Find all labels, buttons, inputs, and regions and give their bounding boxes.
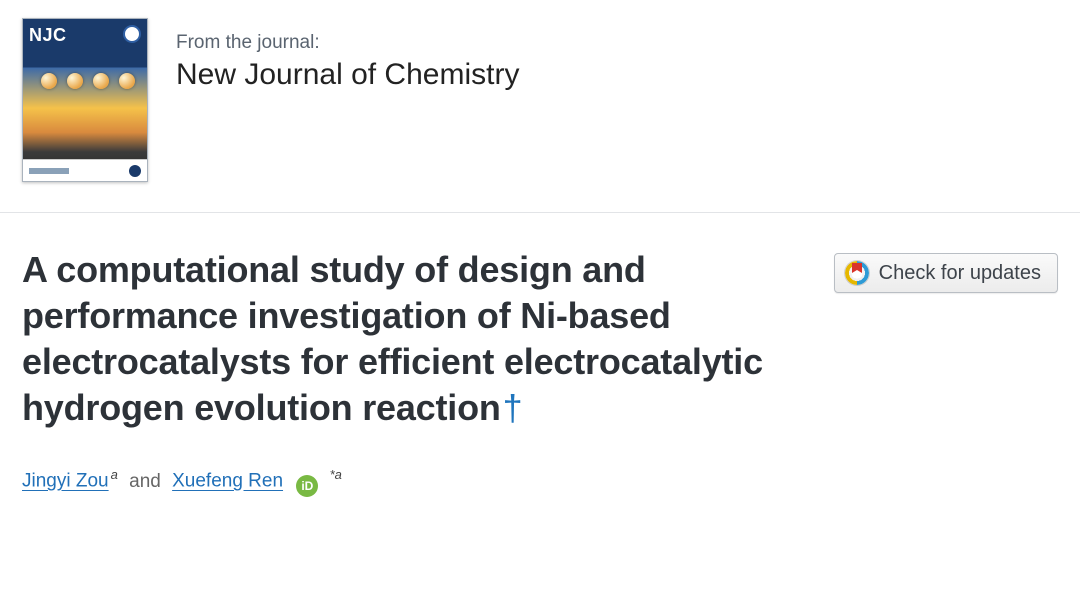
journal-header: NJC From the journal: New Journal of Che…	[22, 18, 1058, 182]
author-2-corresponding-affiliation: *a	[330, 467, 342, 482]
journal-cover[interactable]: NJC	[22, 18, 148, 182]
author-1-affiliation: a	[111, 467, 118, 482]
author-separator: and	[129, 471, 161, 492]
footnote-dagger[interactable]: †	[503, 387, 523, 428]
author-link-2[interactable]: Xuefeng Ren	[172, 471, 283, 492]
from-journal-label: From the journal:	[176, 32, 519, 54]
check-for-updates-button[interactable]: Check for updates	[834, 253, 1058, 293]
cover-footer	[23, 159, 147, 181]
cover-art	[41, 73, 135, 89]
article-title-wrap: A computational study of design and perf…	[22, 247, 814, 431]
crossmark-icon	[845, 261, 869, 285]
author-link-1[interactable]: Jingyi Zou	[22, 471, 109, 492]
article-title: A computational study of design and perf…	[22, 247, 814, 431]
journal-cover-abbrev: NJC	[29, 25, 67, 46]
section-divider	[0, 212, 1080, 213]
author-list: Jingyi Zoua and Xuefeng Ren iD *a	[22, 467, 1058, 496]
check-for-updates-label: Check for updates	[879, 262, 1041, 285]
cover-seal-icon	[123, 25, 141, 43]
orcid-icon[interactable]: iD	[296, 475, 318, 497]
journal-meta: From the journal: New Journal of Chemist…	[176, 18, 519, 92]
journal-name[interactable]: New Journal of Chemistry	[176, 58, 519, 92]
article-title-text: A computational study of design and perf…	[22, 249, 763, 428]
